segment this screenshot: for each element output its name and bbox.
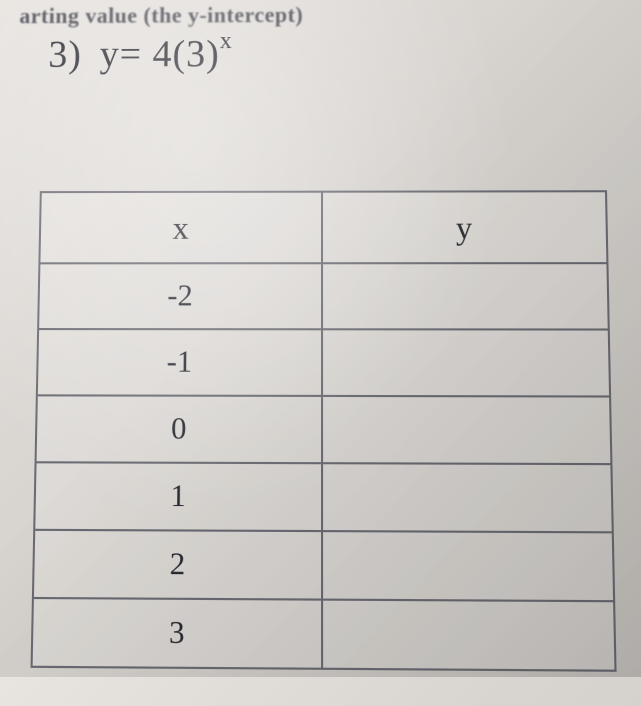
y-cell bbox=[322, 396, 611, 464]
x-cell: 2 bbox=[33, 530, 322, 600]
x-cell: 3 bbox=[32, 598, 322, 669]
y-cell bbox=[322, 600, 615, 671]
xy-table: x y -2 -1 0 1 2 bbox=[31, 190, 617, 672]
table-row: 0 bbox=[36, 395, 612, 464]
x-cell: 0 bbox=[36, 395, 322, 463]
y-cell bbox=[322, 329, 610, 396]
worksheet-page: arting value (the y-intercept) 3) y= 4(3)… bbox=[0, 0, 641, 706]
equation-base: y= 4(3) bbox=[99, 33, 219, 75]
table-row: 2 bbox=[33, 530, 614, 601]
x-cell: 1 bbox=[34, 462, 322, 531]
table-header-row: x y bbox=[39, 191, 607, 263]
table-row: 3 bbox=[32, 598, 616, 671]
problem-statement: 3) y= 4(3)x bbox=[48, 32, 233, 76]
y-cell bbox=[322, 463, 613, 532]
instruction-fragment: arting value (the y-intercept) bbox=[19, 2, 303, 29]
x-cell: -1 bbox=[37, 329, 322, 396]
y-cell bbox=[322, 263, 609, 329]
column-header-y: y bbox=[322, 191, 607, 263]
column-header-x: x bbox=[39, 192, 322, 264]
equation-exponent: x bbox=[220, 29, 233, 55]
x-cell: -2 bbox=[38, 263, 322, 329]
problem-number: 3) bbox=[48, 34, 82, 76]
table-row: 1 bbox=[34, 462, 613, 532]
xy-table-container: x y -2 -1 0 1 2 bbox=[31, 190, 617, 672]
table-row: -2 bbox=[38, 263, 609, 329]
table-row: -1 bbox=[37, 329, 610, 396]
y-cell bbox=[322, 531, 614, 601]
